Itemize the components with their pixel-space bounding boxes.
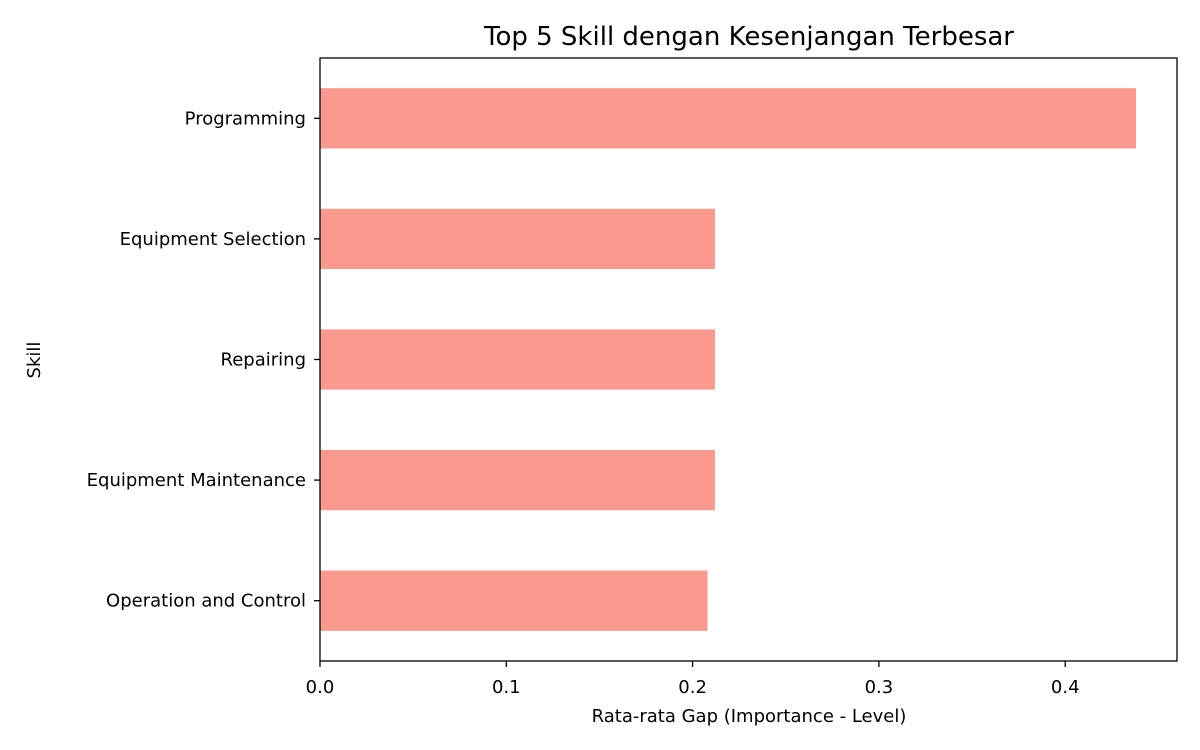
chart-title: Top 5 Skill dengan Kesenjangan Terbesar <box>483 22 1014 52</box>
plot-frame <box>319 57 1178 662</box>
y-axis-ticks: Programming Equipment Selection Repairing E… <box>87 108 320 612</box>
bars-group <box>320 88 1137 631</box>
bar-operation-and-control <box>320 570 708 631</box>
x-tick-label: 0.0 <box>306 677 335 698</box>
bar-repairing <box>320 329 715 390</box>
bar-programming <box>320 88 1137 149</box>
x-axis-label: Rata-rata Gap (Importance - Level) <box>592 706 907 727</box>
x-tick-label: 0.3 <box>865 677 894 698</box>
y-tick-label: Equipment Maintenance <box>87 470 306 491</box>
x-axis-ticks: 0.0 0.1 0.2 0.3 0.4 <box>306 661 1080 698</box>
y-tick-label: Equipment Selection <box>120 229 306 250</box>
y-tick-label: Programming <box>185 108 306 129</box>
x-tick-label: 0.1 <box>492 677 521 698</box>
x-tick-label: 0.4 <box>1051 677 1080 698</box>
y-tick-label: Operation and Control <box>106 591 306 612</box>
bar-equipment-selection <box>320 208 715 270</box>
x-tick-label: 0.2 <box>678 677 707 698</box>
bar-equipment-maintenance <box>320 449 715 511</box>
y-tick-label: Repairing <box>221 350 306 371</box>
y-axis-label: Skill <box>24 342 45 379</box>
